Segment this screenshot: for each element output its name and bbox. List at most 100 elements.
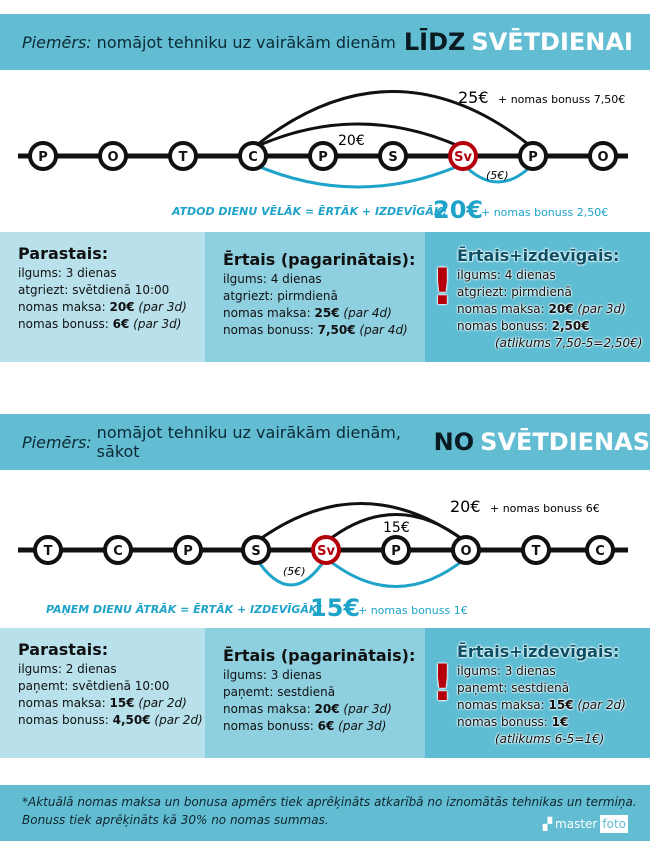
short-arc-price: 15€ (383, 520, 410, 536)
day-label: P (183, 544, 193, 559)
fee-line: nomas maksa: 20€ (par 3d) (223, 701, 425, 718)
bonus-line: nomas bonuss: 7,50€ (par 4d) (223, 322, 425, 339)
day-node (378, 141, 408, 171)
bonus-label: nomas bonuss: (18, 713, 109, 727)
long-arc-bonus: + nomas bonuss 6€ (490, 502, 600, 515)
slogan-bonus: + nomas bonuss 1€ (358, 604, 468, 617)
option-box: Parastais: ilgums: 3 dienas atgriezt: svēt… (0, 232, 205, 362)
bonus-value: 4,50€ (112, 713, 151, 727)
option-line: ilgums: 2 dienas (18, 662, 117, 676)
option-line: ilgums: 3 dienas (457, 664, 556, 678)
timeline-1: P O T C P S Sv P O 25€ + nomas bonuss 7,50€ 20€ (5€)… (18, 88, 628, 224)
fee-value: 20€ (314, 702, 340, 716)
fee-value: 20€ (548, 302, 574, 316)
fee-note: (par 2d) (138, 696, 187, 710)
option-title: Parastais: (18, 244, 109, 263)
option-box: Ērtais (pagarinātais): ilgums: 3 dienas pa… (205, 628, 425, 758)
day-label: P (391, 544, 401, 559)
fee-line: nomas maksa: 15€ (par 2d) (457, 697, 650, 714)
fee-value: 15€ (109, 696, 135, 710)
header-lead: Piemērs: (22, 32, 92, 52)
option-box: Parastais: ilgums: 2 dienas paņemt: svētdi… (0, 628, 205, 758)
fee-line: nomas maksa: 15€ (par 2d) (18, 695, 205, 712)
blue-arc (252, 162, 464, 189)
day-node (585, 535, 615, 565)
option-title: Ērtais+izdevīgais: (457, 642, 620, 661)
fee-label: nomas maksa: (18, 696, 106, 710)
fee-label: nomas maksa: (18, 300, 106, 314)
long-arc-price: 25€ (458, 88, 489, 107)
option-line: atgriezt: pirmdienā (457, 285, 572, 299)
fee-label: nomas maksa: (223, 306, 311, 320)
blue-arc (325, 556, 467, 588)
section1-options: Parastais: ilgums: 3 dienas atgriezt: svēt… (0, 232, 650, 362)
day-label: O (460, 544, 471, 559)
fee-note: (par 3d) (577, 302, 626, 316)
bonus-value: 7,50€ (317, 323, 356, 337)
footer-line1: *Aktuālā nomas maksa un bonusa apmērs ti… (22, 795, 637, 809)
bonus-label: nomas bonuss: (223, 323, 314, 337)
day-node (33, 535, 63, 565)
day-label: T (44, 544, 53, 559)
extra-day-price: (5€) (283, 565, 306, 578)
remainder-note: (atlikums 7,50-5=2,50€) (495, 336, 643, 350)
day-label: Sv (454, 150, 472, 165)
header-strong: NO (433, 428, 475, 456)
fee-value: 20€ (109, 300, 135, 314)
fee-line: nomas maksa: 20€ (par 3d) (18, 299, 205, 316)
slogan: ATDOD DIENU VĒLĀK = ĒRTĀK + IZDEVĪGĀK! (171, 205, 447, 218)
fee-note: (par 3d) (343, 702, 392, 716)
option-title: Parastais: (18, 640, 109, 659)
bonus-value: 6€ (317, 719, 335, 733)
black-arc (325, 513, 467, 544)
extra-day-price: (5€) (486, 169, 509, 182)
day-label: S (388, 150, 397, 165)
option-title: Ērtais+izdevīgais: (457, 246, 620, 265)
day-node (168, 141, 198, 171)
day-label: O (597, 150, 608, 165)
day-label: O (107, 150, 118, 165)
masterfoto-logo: ▞ master foto (542, 815, 628, 833)
option-line: ilgums: 3 dienas (18, 266, 117, 280)
logo-part: foto (600, 815, 628, 833)
day-label: T (532, 544, 541, 559)
bonus-line: nomas bonuss: 2,50€ (457, 318, 650, 335)
black-arc (252, 90, 534, 150)
header-lead: Piemērs: (22, 432, 92, 452)
day-label: T (179, 150, 188, 165)
option-title: Ērtais (pagarinātais): (223, 250, 416, 269)
fee-label: nomas maksa: (457, 302, 545, 316)
option-line: ilgums: 3 dienas (223, 668, 322, 682)
short-arc-price: 20€ (338, 133, 365, 149)
option-line: paņemt: sestdienā (223, 685, 336, 699)
fee-note: (par 4d) (343, 306, 392, 320)
day-node (521, 535, 551, 565)
day-label: S (251, 544, 260, 559)
option-title: Ērtais (pagarinātais): (223, 646, 416, 665)
option-box: ! Ērtais+izdevīgais: ilgums: 3 dienas paņem… (425, 628, 650, 758)
blue-arc (461, 162, 535, 184)
day-node (308, 141, 338, 171)
day-label: Sv (317, 544, 335, 559)
slogan: PAŅEM DIENU ĀTRĀK = ĒRTĀK + IZDEVĪGĀK! (46, 603, 322, 616)
fee-value: 25€ (314, 306, 340, 320)
timeline-2: T C P S Sv P O T C 20€ + nomas bonuss 6€ 15€ (5€) PAŅ… (18, 497, 628, 620)
bonus-note: (par 4d) (359, 323, 408, 337)
bonus-line: nomas bonuss: 6€ (par 3d) (223, 718, 425, 735)
bonus-line: nomas bonuss: 4,50€ (par 2d) (18, 712, 205, 729)
footer-line2: Bonuss tiek aprēķināts kā 30% no nomas s… (22, 813, 329, 827)
bonus-line: nomas bonuss: 6€ (par 3d) (18, 316, 205, 333)
bonus-note: (par 3d) (338, 719, 387, 733)
day-node (238, 141, 268, 171)
logo-part: master (555, 817, 598, 831)
day-label: C (248, 150, 258, 165)
section1-header: Piemērs: nomājot tehniku uz vairākām die… (0, 14, 650, 70)
day-node (241, 535, 271, 565)
day-label: C (595, 544, 605, 559)
day-node (448, 141, 478, 171)
black-arc (252, 122, 464, 150)
fee-value: 15€ (548, 698, 574, 712)
day-node (98, 141, 128, 171)
blue-arc (254, 557, 328, 587)
fee-line: nomas maksa: 25€ (par 4d) (223, 305, 425, 322)
